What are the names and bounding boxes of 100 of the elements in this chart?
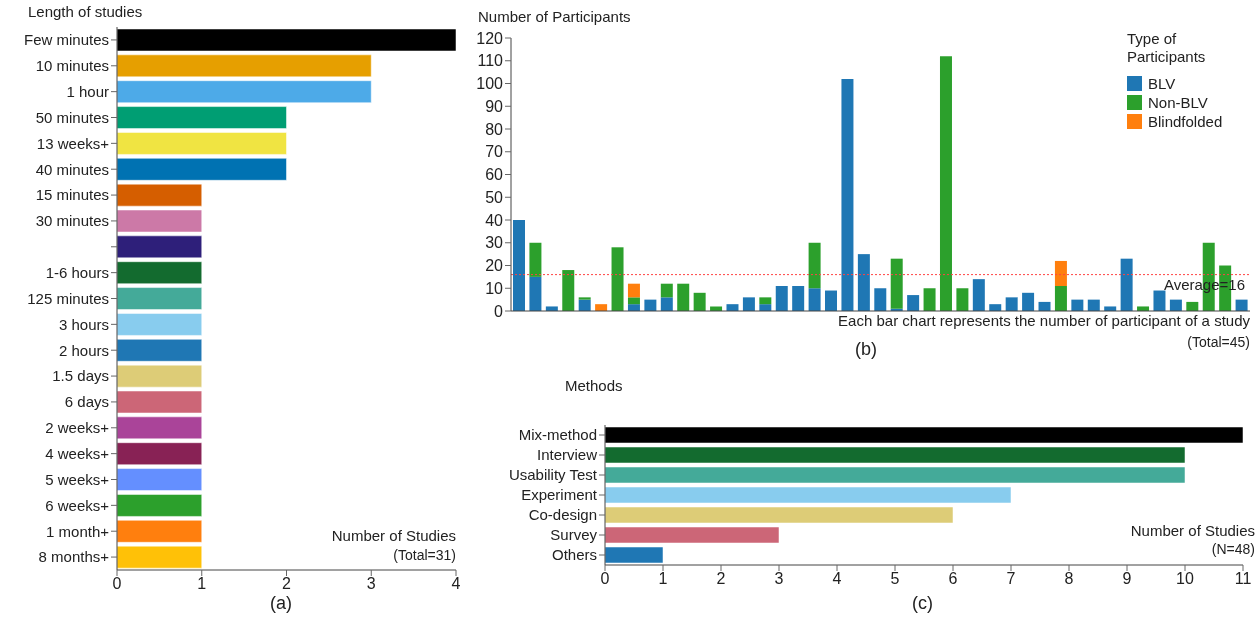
bar xyxy=(117,390,203,414)
y-tick-label: 10 xyxy=(485,279,504,297)
bar xyxy=(1022,292,1035,311)
bar xyxy=(605,486,1012,504)
bar xyxy=(117,183,203,207)
y-tick-label: 0 xyxy=(494,302,504,320)
y-tick-label: 1-6 hours xyxy=(45,263,109,281)
bar xyxy=(1005,297,1018,311)
bar xyxy=(792,285,805,311)
bar xyxy=(529,242,542,277)
y-tick-label: Experiment xyxy=(521,486,598,504)
y-tick-label: 1 hour xyxy=(66,82,109,100)
y-tick-label: 10 minutes xyxy=(35,57,109,75)
bar xyxy=(529,276,542,311)
text: (c) xyxy=(912,593,933,613)
x-tick-label: 7 xyxy=(1006,570,1016,588)
y-axis-title: Length of studies xyxy=(28,3,143,21)
x-tick-label: 6 xyxy=(948,570,958,588)
bar xyxy=(923,288,936,311)
bar xyxy=(117,157,287,181)
x-tick-label: 4 xyxy=(832,570,842,588)
annotation: (Total=31) xyxy=(393,546,456,564)
bar xyxy=(775,285,788,311)
y-tick-label: 50 minutes xyxy=(35,108,109,126)
x-tick-label: 11 xyxy=(1234,570,1252,588)
y-tick-label: 70 xyxy=(485,143,504,161)
bar xyxy=(117,545,203,569)
x-axis-title: Number of Studies xyxy=(1130,522,1255,540)
y-tick-label: 6 days xyxy=(64,393,109,411)
x-tick-label: 5 xyxy=(890,570,900,588)
bar xyxy=(117,338,203,362)
bar xyxy=(1054,285,1067,311)
y-tick-label: 1 month+ xyxy=(46,522,110,540)
y-tick-label: 40 xyxy=(485,211,504,229)
y-tick-label: 13 weeks+ xyxy=(36,134,110,152)
y-tick-label: 3 hours xyxy=(58,315,109,333)
x-tick-label: 3 xyxy=(774,570,784,588)
y-tick-label: 40 minutes xyxy=(35,160,109,178)
y-axis-title: Number of Participants xyxy=(478,8,631,26)
bar xyxy=(1054,260,1067,286)
y-tick-label: 8 months+ xyxy=(38,548,110,566)
x-tick-label: 2 xyxy=(716,570,726,588)
bar xyxy=(808,242,821,289)
x-tick-label: 1 xyxy=(658,570,668,588)
bar xyxy=(117,364,203,388)
legend-title: Type of Participants xyxy=(1127,30,1207,66)
bar xyxy=(605,506,954,524)
bar xyxy=(759,297,772,305)
bar xyxy=(907,295,920,311)
y-tick-label: 50 xyxy=(485,188,504,206)
y-tick-label: 120 xyxy=(476,29,504,47)
bar xyxy=(117,442,203,466)
bar xyxy=(578,297,591,300)
y-tick-label: 30 minutes xyxy=(35,212,109,230)
y-tick-label: 125 minutes xyxy=(27,289,109,307)
x-axis-title: Each bar chart represents the number of participant of a study xyxy=(838,312,1250,330)
y-tick-label: 15 minutes xyxy=(35,186,109,204)
bar xyxy=(117,261,203,285)
bar xyxy=(605,546,664,564)
x-tick-label: 8 xyxy=(1064,570,1074,588)
bar xyxy=(562,270,575,311)
y-tick-label: 5 weeks+ xyxy=(45,470,110,488)
bar xyxy=(605,426,1243,444)
annotation: (N=48) xyxy=(1211,540,1255,558)
bar xyxy=(890,258,903,309)
bar xyxy=(627,297,640,305)
bar xyxy=(808,288,821,311)
bar xyxy=(117,209,203,233)
bar xyxy=(117,493,203,517)
y-tick-label: 6 weeks+ xyxy=(45,496,110,514)
bar xyxy=(611,247,624,311)
bar xyxy=(874,288,887,311)
bar xyxy=(627,283,640,298)
y-tick-label: Co-design xyxy=(528,506,597,524)
bar xyxy=(1153,290,1166,311)
bar xyxy=(742,297,755,311)
x-axis-title: Number of Studies xyxy=(331,527,456,545)
y-tick-label: Interview xyxy=(536,446,598,464)
y-tick-label: 90 xyxy=(485,97,504,115)
x-tick-label: 1 xyxy=(197,575,207,593)
bar xyxy=(693,292,706,311)
y-tick-label: 4 weeks+ xyxy=(45,444,110,462)
x-tick-label: 2 xyxy=(282,575,292,593)
y-tick-label: Usability Test xyxy=(508,466,598,484)
bar xyxy=(117,416,203,440)
y-tick-label: Others xyxy=(551,546,597,564)
bar xyxy=(117,106,287,130)
x-tick-label: 9 xyxy=(1122,570,1132,588)
bar xyxy=(117,468,203,492)
y-tick-label: 20 xyxy=(485,257,504,275)
y-tick-label: 60 xyxy=(485,166,504,184)
bar xyxy=(939,56,952,311)
y-tick-label: 100 xyxy=(476,75,504,93)
bar xyxy=(513,220,525,311)
bar xyxy=(677,283,690,311)
y-tick-label: 1.5 days xyxy=(52,367,109,385)
bar xyxy=(605,466,1186,484)
x-tick-label: 0 xyxy=(112,575,122,593)
bar xyxy=(825,290,838,311)
bar xyxy=(660,297,673,311)
